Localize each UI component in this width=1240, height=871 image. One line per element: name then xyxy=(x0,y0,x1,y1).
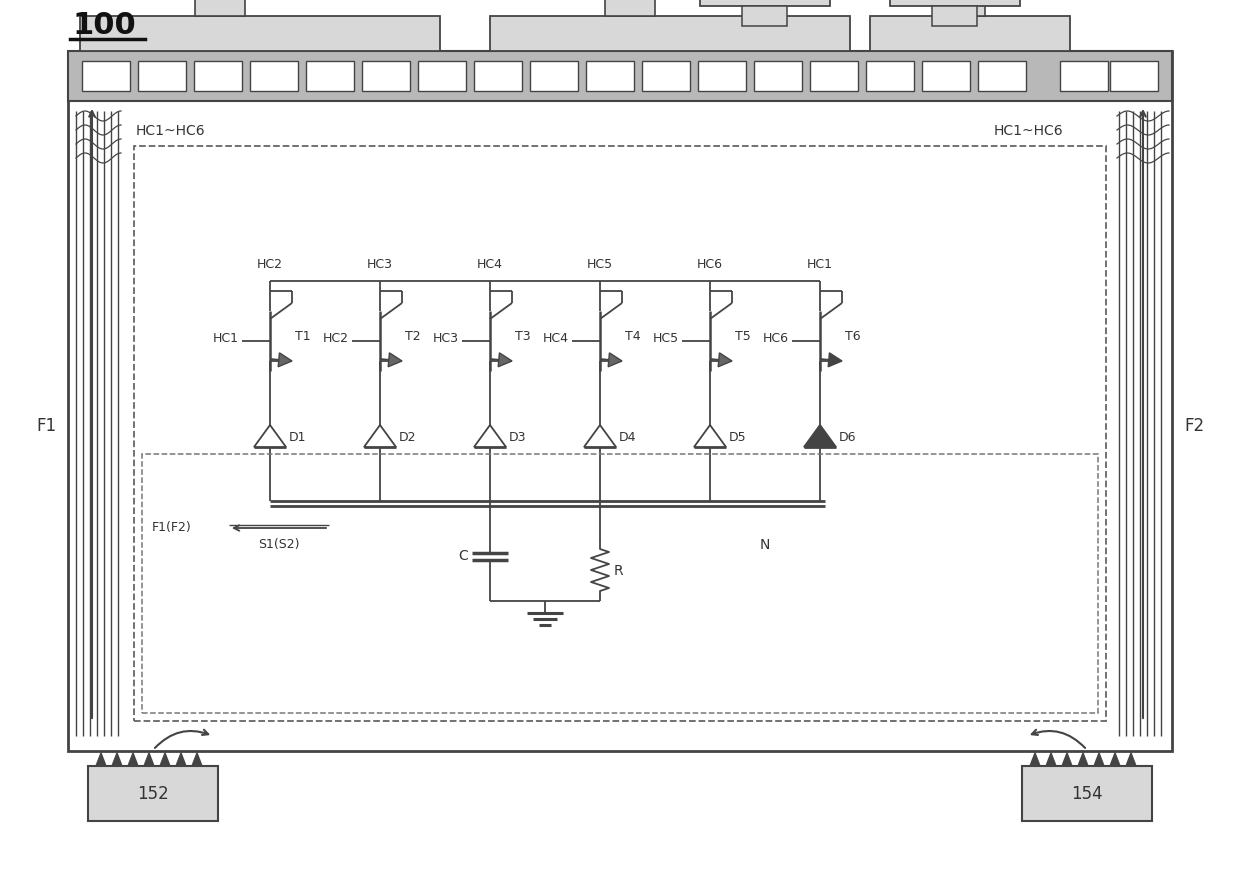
Bar xyxy=(701,0,830,6)
Text: T4: T4 xyxy=(625,329,641,342)
Text: 100: 100 xyxy=(72,11,135,40)
Polygon shape xyxy=(278,353,291,367)
Polygon shape xyxy=(128,753,138,766)
Text: N: N xyxy=(760,538,770,552)
Bar xyxy=(1060,61,1109,91)
Polygon shape xyxy=(694,425,725,447)
Polygon shape xyxy=(160,753,170,766)
Bar xyxy=(529,61,578,91)
Bar xyxy=(306,61,353,91)
Bar xyxy=(193,61,242,91)
Bar xyxy=(250,61,298,91)
Polygon shape xyxy=(474,425,506,447)
Bar xyxy=(605,0,655,16)
Text: HC5: HC5 xyxy=(653,333,680,346)
Bar xyxy=(134,146,1106,721)
Text: 152: 152 xyxy=(138,785,169,803)
Text: HC3: HC3 xyxy=(367,258,393,271)
Polygon shape xyxy=(1047,753,1056,766)
Text: D3: D3 xyxy=(508,431,527,444)
Polygon shape xyxy=(584,425,616,447)
Text: HC4: HC4 xyxy=(477,258,503,271)
Text: HC1: HC1 xyxy=(213,333,239,346)
Text: HC4: HC4 xyxy=(543,333,569,346)
Bar xyxy=(1022,766,1152,821)
Bar xyxy=(68,51,1172,751)
Text: F1(F2): F1(F2) xyxy=(153,522,192,535)
Text: HC2: HC2 xyxy=(322,333,348,346)
Bar xyxy=(932,6,977,26)
Text: HC5: HC5 xyxy=(587,258,613,271)
Bar xyxy=(810,61,858,91)
Bar xyxy=(195,0,246,16)
Text: HC2: HC2 xyxy=(257,258,283,271)
Bar xyxy=(474,61,522,91)
Bar xyxy=(923,61,970,91)
Polygon shape xyxy=(1078,753,1087,766)
Bar xyxy=(81,16,440,51)
Polygon shape xyxy=(365,425,396,447)
Text: R: R xyxy=(614,564,624,578)
Polygon shape xyxy=(1094,753,1104,766)
Bar xyxy=(88,766,218,821)
Polygon shape xyxy=(1061,753,1073,766)
Polygon shape xyxy=(608,353,622,367)
Bar xyxy=(870,16,1070,51)
Text: HC6: HC6 xyxy=(763,333,789,346)
Text: D5: D5 xyxy=(729,431,746,444)
Text: T1: T1 xyxy=(295,329,311,342)
Polygon shape xyxy=(254,425,286,447)
Polygon shape xyxy=(804,425,836,447)
Polygon shape xyxy=(95,753,105,766)
Bar xyxy=(418,61,466,91)
Polygon shape xyxy=(1030,753,1040,766)
Polygon shape xyxy=(144,753,154,766)
Text: HC1~HC6: HC1~HC6 xyxy=(994,124,1064,138)
Polygon shape xyxy=(192,753,202,766)
Bar xyxy=(978,61,1025,91)
Text: HC1~HC6: HC1~HC6 xyxy=(136,124,206,138)
Text: D2: D2 xyxy=(399,431,417,444)
Text: T2: T2 xyxy=(405,329,420,342)
Bar xyxy=(642,61,689,91)
Bar xyxy=(138,61,186,91)
Polygon shape xyxy=(176,753,186,766)
Text: HC3: HC3 xyxy=(433,333,459,346)
Text: D4: D4 xyxy=(619,431,636,444)
Bar xyxy=(143,455,1097,713)
Polygon shape xyxy=(112,753,122,766)
Bar xyxy=(754,61,802,91)
Bar xyxy=(82,61,130,91)
Text: F1: F1 xyxy=(36,417,56,435)
Text: T6: T6 xyxy=(844,329,861,342)
Bar xyxy=(742,6,787,26)
Text: D6: D6 xyxy=(839,431,857,444)
Bar xyxy=(698,61,746,91)
Bar xyxy=(490,16,849,51)
Polygon shape xyxy=(1110,753,1120,766)
Text: 154: 154 xyxy=(1071,785,1102,803)
Bar xyxy=(866,61,914,91)
Text: HC6: HC6 xyxy=(697,258,723,271)
Polygon shape xyxy=(388,353,402,367)
Text: F2: F2 xyxy=(1184,417,1204,435)
Text: HC1: HC1 xyxy=(807,258,833,271)
Text: T3: T3 xyxy=(515,329,531,342)
Polygon shape xyxy=(498,353,512,367)
Bar xyxy=(362,61,410,91)
Text: T5: T5 xyxy=(735,329,750,342)
Bar xyxy=(68,51,1172,101)
Polygon shape xyxy=(718,353,732,367)
Bar xyxy=(1110,61,1158,91)
Text: D1: D1 xyxy=(289,431,306,444)
Polygon shape xyxy=(828,353,842,367)
Text: C: C xyxy=(459,549,467,563)
Bar xyxy=(890,0,1021,6)
Polygon shape xyxy=(1126,753,1136,766)
Bar xyxy=(935,0,985,16)
Bar xyxy=(587,61,634,91)
Text: S1(S2): S1(S2) xyxy=(258,538,300,551)
